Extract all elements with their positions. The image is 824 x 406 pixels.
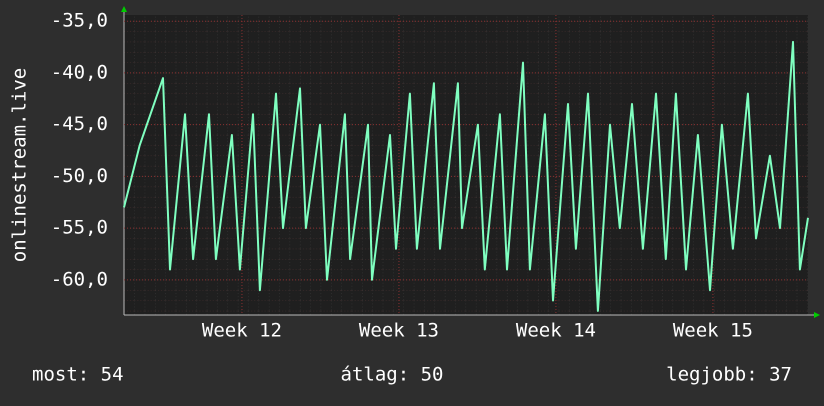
y-tick-label: -50,0	[51, 165, 108, 187]
x-tick-label: Week 15	[673, 320, 753, 342]
x-tick-label: Week 14	[516, 320, 596, 342]
y-tick-label: -60,0	[51, 268, 108, 290]
y-arrow	[121, 6, 127, 12]
y-tick-label: -45,0	[51, 113, 108, 135]
footer-average: átlag: 50	[341, 364, 444, 386]
minor-grid	[124, 15, 808, 315]
y-tick-label: -35,0	[51, 10, 108, 32]
y-tick-label: -40,0	[51, 61, 108, 83]
y-tick-label: -55,0	[51, 217, 108, 239]
data-line	[123, 40, 809, 312]
x-tick-label: Week 12	[202, 320, 282, 342]
x-arrow	[814, 312, 820, 318]
footer-best: legjobb: 37	[666, 364, 792, 386]
y-axis-title: onlinestream.live	[9, 68, 31, 262]
footer-current: most: 54	[32, 364, 124, 386]
x-tick-label: Week 13	[359, 320, 439, 342]
